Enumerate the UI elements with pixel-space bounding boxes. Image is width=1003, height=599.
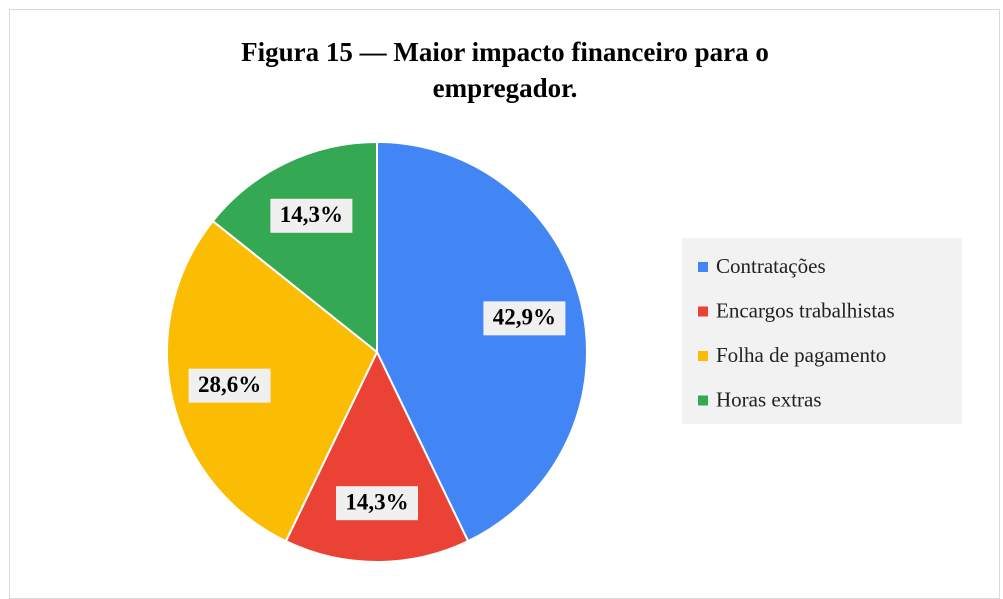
pie-slice [284,349,470,563]
pie-slice [376,140,588,543]
data-label: 42,9% [493,305,556,330]
chart-title: Figura 15 — Maior impacto financeiro par… [241,37,769,103]
legend-marker [698,262,708,272]
legend-label: Encargos trabalhistas [716,298,895,322]
legend-box [682,238,962,424]
legend-marker [698,306,708,317]
legend-marker [698,351,708,361]
legend-label: Folha de pagamento [716,343,886,367]
data-label-box [336,486,418,521]
legend-marker [698,395,708,406]
data-label: 14,3% [345,489,408,514]
data-label: 14,3% [280,202,343,227]
legend-label: Horas extras [716,387,822,411]
data-label-box [270,198,353,233]
data-label: 28,6% [198,372,261,397]
chart: 42,9% 14,3% 28,6% 14,3% Contratações Encargos… [166,140,962,563]
pie-slice [211,140,378,355]
pie-slice [166,219,379,543]
data-label-box [188,368,271,403]
data-label-box [483,301,566,336]
legend-label: Contratações [716,254,826,278]
